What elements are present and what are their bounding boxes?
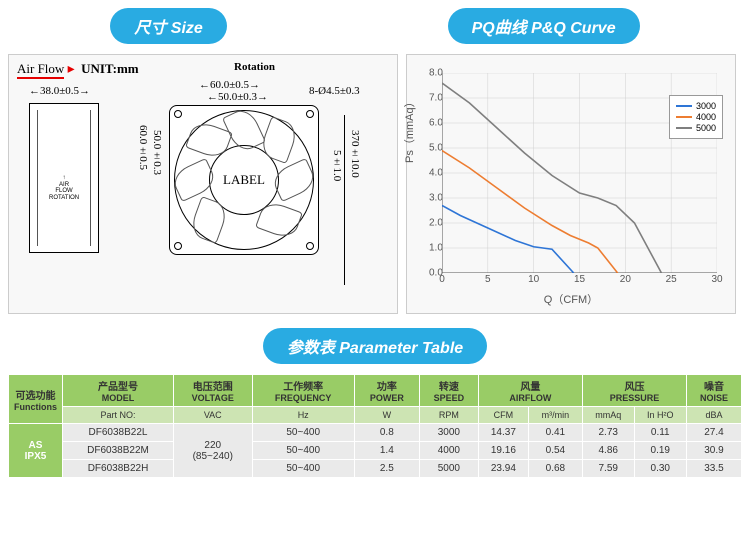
pq-chart: Ps（mmAq） Q（CFM） 0.01.02.03.04.05.06.07.0… bbox=[406, 54, 736, 314]
hub-dim: 5±1.0 bbox=[331, 150, 343, 181]
inner-h-dim: 50.0±0.3 bbox=[151, 130, 163, 175]
unit-label: UNIT:mm bbox=[81, 61, 139, 76]
depth-dim: ←38.0±0.5→ bbox=[29, 85, 90, 97]
airflow-label: Air Flow bbox=[17, 61, 64, 79]
inner-w-dim: ←50.0±0.3→ bbox=[207, 91, 268, 103]
lead-dim: 370±10.0 bbox=[349, 130, 361, 178]
pq-header: PQ曲线 P&Q Curve bbox=[448, 8, 640, 44]
param-header: 参数表 Parameter Table bbox=[263, 328, 487, 364]
size-header: 尺寸 Size bbox=[110, 8, 226, 44]
outer-w-dim: ←60.0±0.5→ bbox=[199, 79, 260, 91]
hole-dim: 8-Ø4.5±0.3 bbox=[309, 85, 360, 97]
air-rot-marking: ↑AIRFLOWROTATION bbox=[49, 175, 79, 201]
chart-legend: 300040005000 bbox=[669, 95, 723, 139]
x-axis-label: Q（CFM） bbox=[544, 291, 598, 307]
y-axis-label: Ps（mmAq） bbox=[401, 96, 417, 163]
rotation-label: Rotation bbox=[234, 61, 275, 73]
parameter-table: 可选功能Functions产品型号MODEL电压范围VOLTAGE工作频率FRE… bbox=[8, 374, 742, 478]
outer-h-dim: 60.0±0.5 bbox=[137, 125, 149, 170]
dimension-drawing: Air Flow ▸ UNIT:mm Rotation ←38.0±0.5→ ↑… bbox=[8, 54, 398, 314]
